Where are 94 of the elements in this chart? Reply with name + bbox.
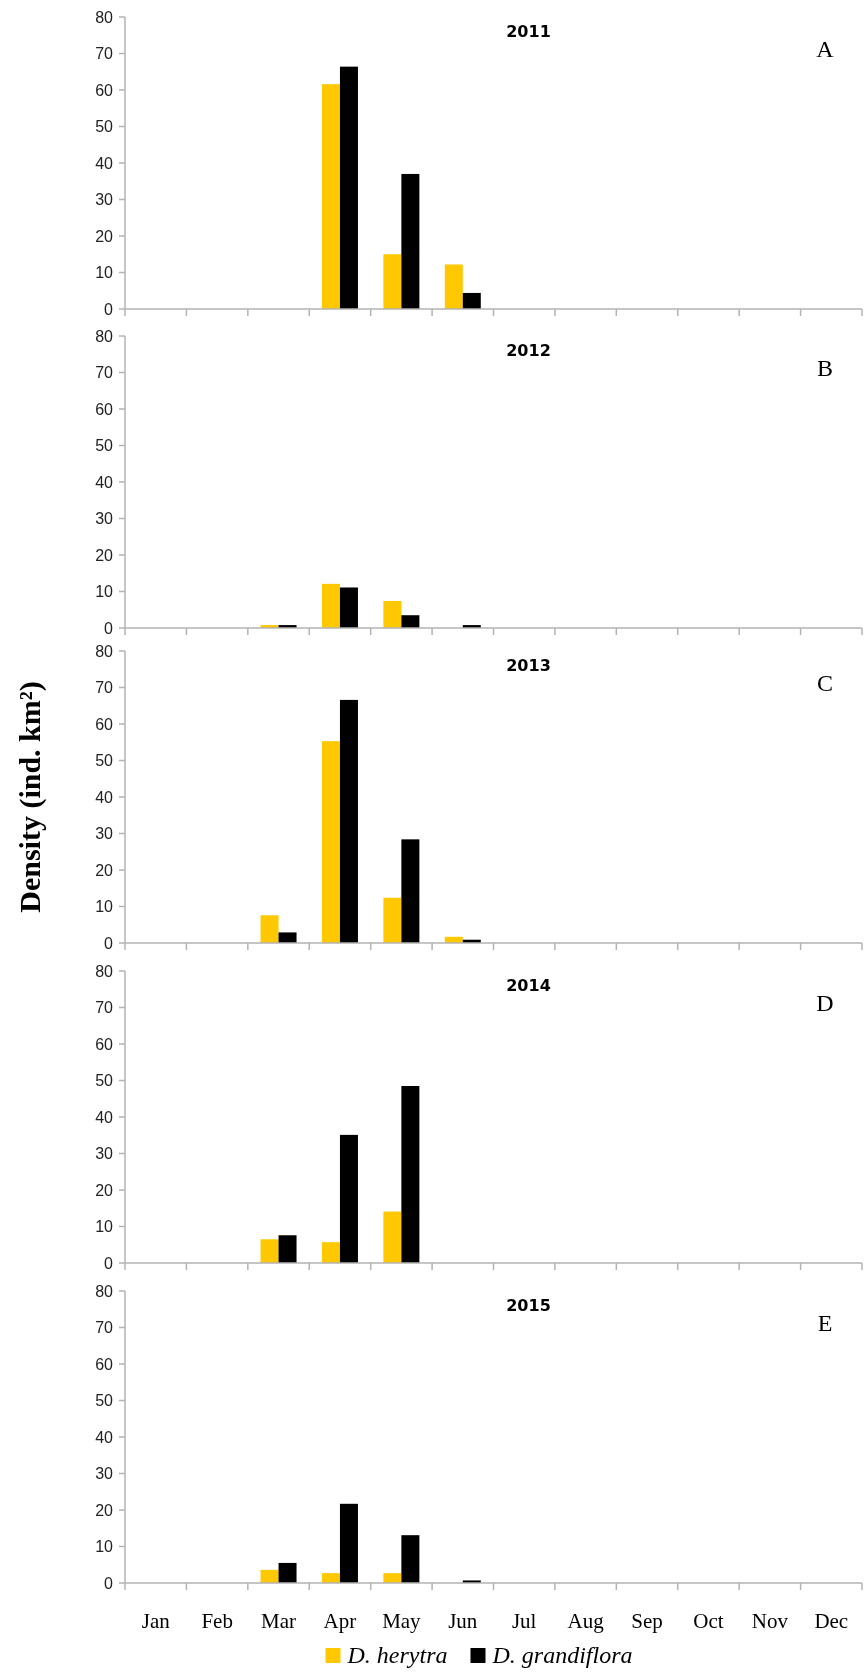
y-axis-title: Density (ind. km²) xyxy=(13,681,47,913)
y-tick-label: 30 xyxy=(95,825,114,843)
y-tick-label: 30 xyxy=(95,1145,114,1163)
y-tick-label: 40 xyxy=(95,1428,114,1446)
y-tick-label: 10 xyxy=(95,898,114,916)
x-tick-label: May xyxy=(382,1609,422,1633)
y-tick-label: 50 xyxy=(95,1392,114,1410)
bar xyxy=(260,1569,279,1583)
x-tick-label: Feb xyxy=(201,1609,233,1633)
bar xyxy=(321,1573,340,1584)
x-tick-label: Nov xyxy=(751,1609,789,1633)
y-tick-label: 0 xyxy=(104,300,114,318)
legend-label: D. grandiflora xyxy=(491,1642,633,1668)
y-tick-label: 20 xyxy=(95,1181,114,1199)
y-tick-label: 50 xyxy=(95,1072,114,1090)
bar xyxy=(462,292,481,309)
y-tick-label: 70 xyxy=(95,45,114,63)
y-tick-label: 80 xyxy=(95,327,114,345)
x-tick-label: Apr xyxy=(323,1609,357,1633)
legend-label: D. herytra xyxy=(346,1642,448,1668)
y-tick-label: 10 xyxy=(95,583,114,601)
y-tick-label: 30 xyxy=(95,191,114,209)
bar xyxy=(401,839,420,943)
y-tick-label: 0 xyxy=(104,934,114,952)
y-tick-label: 20 xyxy=(95,227,114,245)
y-tick-label: 50 xyxy=(95,437,114,455)
x-tick-label: Jul xyxy=(511,1609,537,1633)
y-tick-label: 80 xyxy=(95,1282,114,1300)
x-tick-label: Jun xyxy=(448,1609,478,1633)
bar xyxy=(321,84,340,309)
bar xyxy=(278,932,297,943)
bar xyxy=(260,915,279,943)
bar xyxy=(383,1211,402,1263)
bar xyxy=(321,741,340,943)
bar xyxy=(278,1562,297,1584)
annotation: E xyxy=(817,1310,833,1336)
bar xyxy=(260,1239,279,1263)
y-tick-label: 10 xyxy=(95,1538,114,1556)
y-tick-label: 50 xyxy=(95,752,114,770)
y-tick-label: 30 xyxy=(95,510,114,528)
y-tick-label: 80 xyxy=(95,642,114,660)
y-tick-label: 50 xyxy=(95,118,114,136)
y-tick-label: 20 xyxy=(95,546,114,564)
y-tick-label: 70 xyxy=(95,1319,114,1337)
y-tick-label: 80 xyxy=(95,962,114,980)
y-tick-label: 40 xyxy=(95,473,114,491)
bar xyxy=(339,699,358,943)
chart-title: 2015 xyxy=(506,1296,551,1315)
y-tick-label: 60 xyxy=(95,1355,114,1373)
chart-title: 2011 xyxy=(506,22,551,41)
y-tick-label: 20 xyxy=(95,861,114,879)
bar xyxy=(339,66,358,309)
bar xyxy=(401,1535,420,1584)
y-tick-label: 60 xyxy=(95,715,114,733)
y-tick-label: 80 xyxy=(95,8,114,26)
y-tick-label: 60 xyxy=(95,400,114,418)
annotation: A xyxy=(816,36,835,62)
y-tick-label: 0 xyxy=(104,1254,114,1272)
annotation: C xyxy=(816,670,834,696)
bar xyxy=(278,1235,297,1263)
y-tick-label: 40 xyxy=(95,154,114,172)
bar xyxy=(383,254,402,309)
x-tick-label: Sep xyxy=(631,1609,663,1633)
x-tick-label: Aug xyxy=(567,1609,605,1633)
y-tick-label: 70 xyxy=(95,999,114,1017)
y-tick-label: 60 xyxy=(95,1035,114,1053)
y-tick-label: 20 xyxy=(95,1501,114,1519)
bar xyxy=(383,897,402,943)
y-tick-label: 40 xyxy=(95,788,114,806)
bar xyxy=(401,1085,420,1263)
y-tick-label: 10 xyxy=(95,1218,114,1236)
y-tick-label: 10 xyxy=(95,264,114,282)
x-tick-label: Mar xyxy=(261,1609,297,1633)
y-tick-label: 30 xyxy=(95,1465,114,1483)
chart-title: 2014 xyxy=(506,976,551,995)
y-tick-label: 70 xyxy=(95,364,114,382)
chart-title: 2012 xyxy=(506,341,551,360)
y-tick-label: 60 xyxy=(95,81,114,99)
bar xyxy=(339,1134,358,1264)
x-tick-label: Oct xyxy=(693,1609,724,1633)
x-tick-label: Jan xyxy=(141,1609,171,1633)
y-tick-label: 40 xyxy=(95,1108,114,1126)
bar xyxy=(383,1573,402,1584)
annotation: B xyxy=(816,355,834,381)
bar xyxy=(339,1503,358,1584)
x-tick-label: Dec xyxy=(814,1609,849,1633)
y-tick-label: 0 xyxy=(104,619,114,637)
bar xyxy=(321,1242,340,1263)
y-tick-label: 0 xyxy=(104,1574,114,1592)
bar xyxy=(401,173,420,309)
y-tick-label: 70 xyxy=(95,679,114,697)
annotation: D xyxy=(816,990,834,1016)
bar xyxy=(444,264,463,309)
chart-title: 2013 xyxy=(506,656,551,675)
